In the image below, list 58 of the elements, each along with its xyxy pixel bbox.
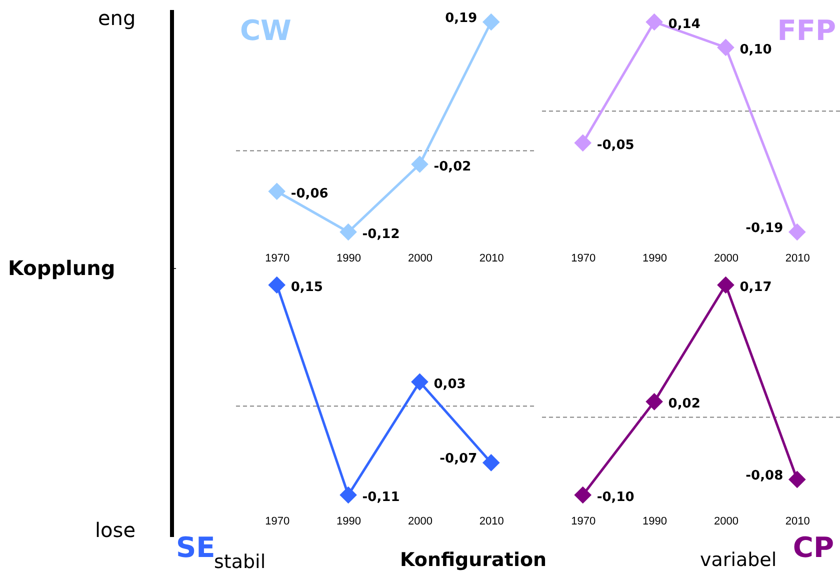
x-tick-label: 2000 <box>714 252 738 264</box>
point <box>646 13 663 31</box>
chart-title: CW <box>240 14 292 47</box>
data-label: -0,10 <box>596 490 634 505</box>
data-label: -0,12 <box>362 227 400 242</box>
data-label: 0,10 <box>740 42 772 58</box>
x-tick-label: 2000 <box>408 516 432 528</box>
x-tick-label: 2010 <box>785 516 810 528</box>
data-label: -0,11 <box>362 490 400 505</box>
data-label: 0,17 <box>740 280 772 295</box>
x-tick-label: 1970 <box>265 252 290 264</box>
data-label: 0,14 <box>668 17 700 32</box>
point <box>788 223 806 241</box>
point <box>646 393 663 410</box>
text: variabel <box>700 549 777 571</box>
text: CP <box>792 531 834 564</box>
point <box>268 276 286 294</box>
x-tick-label: 1990 <box>642 516 668 528</box>
x-tick-label: 2010 <box>785 252 810 264</box>
text: stabil <box>214 551 266 573</box>
data-label: -0,06 <box>290 186 328 202</box>
x-tick-label: 1970 <box>571 516 596 528</box>
data-label: 0,02 <box>668 396 700 412</box>
x-tick-label: 1990 <box>642 252 668 264</box>
point <box>482 13 500 31</box>
text: SE <box>176 531 216 564</box>
point <box>340 223 357 241</box>
x-tick-label: 1970 <box>571 252 596 264</box>
x-tick-label: 2000 <box>408 252 432 264</box>
x-tick-label: 1990 <box>336 252 362 264</box>
text: eng <box>98 6 136 30</box>
x-tick-label: 2010 <box>479 252 504 264</box>
x-tick-label: 2000 <box>714 516 738 528</box>
data-label: -0,02 <box>434 159 472 174</box>
point <box>340 486 357 504</box>
data-label: 0,19 <box>445 11 478 26</box>
x-tick-label: 1990 <box>336 516 362 528</box>
x-tick-label: 2010 <box>479 516 504 528</box>
point <box>717 38 734 56</box>
data-label: -0,08 <box>746 468 784 484</box>
point <box>411 373 428 391</box>
point <box>788 470 806 488</box>
data-label: 0,15 <box>290 280 323 295</box>
data-label: 0,03 <box>434 376 466 392</box>
data-label: -0,19 <box>746 221 784 236</box>
data-label: -0,07 <box>440 452 478 467</box>
point <box>574 134 592 152</box>
data-label: -0,05 <box>596 138 634 153</box>
point <box>411 156 428 173</box>
chart-title: FFP <box>777 14 836 47</box>
text: Kopplung <box>8 256 116 280</box>
text: Konfiguration <box>400 549 547 571</box>
point <box>268 182 286 200</box>
point <box>717 276 734 294</box>
x-tick-label: 1970 <box>265 516 290 528</box>
text: lose <box>95 518 136 542</box>
point <box>482 454 500 472</box>
point <box>574 486 592 504</box>
